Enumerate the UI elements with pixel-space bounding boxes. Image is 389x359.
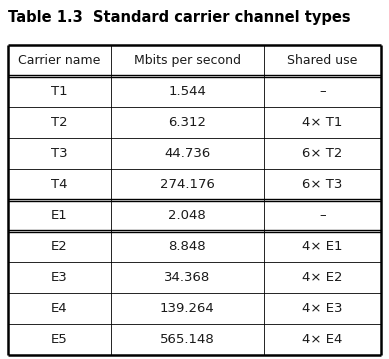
Text: 139.264: 139.264 <box>159 302 214 315</box>
Text: E4: E4 <box>51 302 68 315</box>
Text: 6× T3: 6× T3 <box>302 178 342 191</box>
Text: 6.312: 6.312 <box>168 116 206 129</box>
Text: E5: E5 <box>51 333 68 346</box>
Text: 4× E4: 4× E4 <box>302 333 342 346</box>
Text: T3: T3 <box>51 147 68 160</box>
Text: T4: T4 <box>51 178 68 191</box>
Text: Table 1.3  Standard carrier channel types: Table 1.3 Standard carrier channel types <box>8 10 350 25</box>
Text: 8.848: 8.848 <box>168 240 206 253</box>
Text: –: – <box>319 209 326 222</box>
Text: 34.368: 34.368 <box>164 271 210 284</box>
Text: T2: T2 <box>51 116 68 129</box>
Text: 4× T1: 4× T1 <box>302 116 342 129</box>
Text: Carrier name: Carrier name <box>18 54 100 67</box>
Text: 4× E3: 4× E3 <box>302 302 342 315</box>
Text: 2.048: 2.048 <box>168 209 206 222</box>
Text: T1: T1 <box>51 85 68 98</box>
Text: 4× E1: 4× E1 <box>302 240 342 253</box>
Text: 6× T2: 6× T2 <box>302 147 342 160</box>
Text: Mbits per second: Mbits per second <box>133 54 240 67</box>
Text: 274.176: 274.176 <box>159 178 214 191</box>
Text: E3: E3 <box>51 271 68 284</box>
Text: 565.148: 565.148 <box>159 333 214 346</box>
Text: –: – <box>319 85 326 98</box>
Text: Shared use: Shared use <box>287 54 357 67</box>
Text: 44.736: 44.736 <box>164 147 210 160</box>
Text: 4× E2: 4× E2 <box>302 271 342 284</box>
Text: 1.544: 1.544 <box>168 85 206 98</box>
Text: E2: E2 <box>51 240 68 253</box>
Text: E1: E1 <box>51 209 68 222</box>
